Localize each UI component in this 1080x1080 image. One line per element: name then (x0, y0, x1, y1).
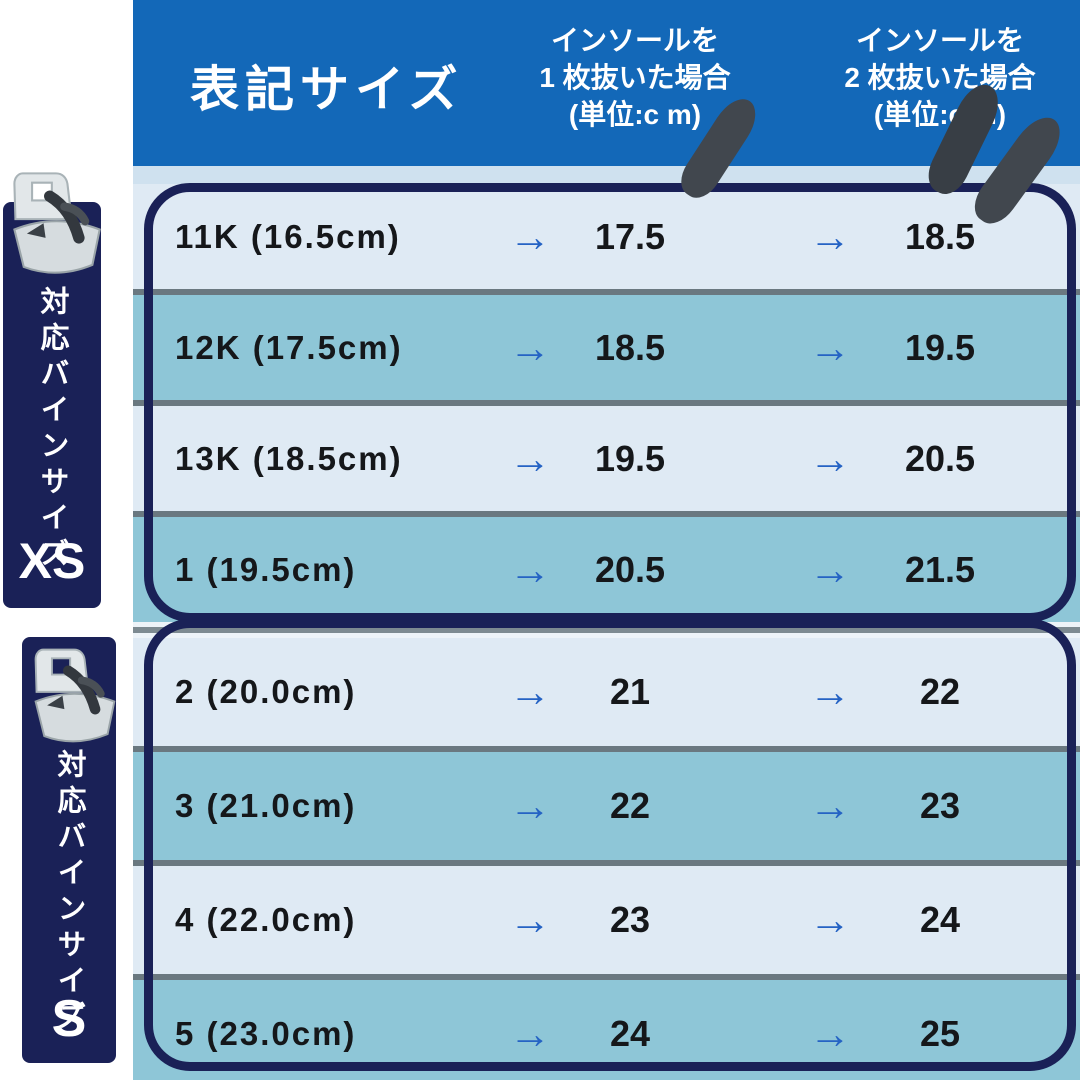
table-row: 5 (23.0cm) → 24 → 25 (133, 974, 1080, 1080)
one-insole-value: 20.5 (594, 548, 666, 590)
two-insole-value: 22 (919, 671, 961, 712)
arrow-icon: → (509, 434, 551, 482)
binding-size-value-s: S (51, 990, 87, 1048)
two-insole-value: 25 (919, 1013, 961, 1054)
one-insole-value: 21 (609, 671, 651, 712)
one-insole-value: 19.5 (594, 437, 666, 479)
size-label: 13K (18.5cm) (175, 439, 403, 477)
arrow-icon: → (809, 212, 851, 260)
table-header: 表記サイズ インソールを 1 枚抜いた場合 (単位:c m) インソールを 2 … (133, 0, 1080, 166)
table-row: 3 (21.0cm) → 22 → 23 (133, 746, 1080, 860)
arrow-icon: → (809, 323, 851, 371)
size-label: 3 (21.0cm) (175, 787, 357, 824)
size-label: 1 (19.5cm) (175, 550, 357, 588)
group-divider-line (133, 627, 1080, 633)
binding-size-vertical-label: 対応バインサイズ (36, 286, 68, 574)
table-row: 1 (19.5cm) → 20.5 → 21.5 (133, 511, 1080, 622)
snowboard-binding-photo-xs (13, 172, 101, 274)
one-insole-value: 22 (609, 785, 651, 826)
arrow-icon: → (509, 1010, 551, 1057)
arrow-icon: → (809, 668, 851, 715)
one-insole-value: 24 (609, 1013, 651, 1054)
column-header-two-insoles: インソールを 2 枚抜いた場合 (単位:c m) (790, 22, 1080, 133)
column-header-line: (単位:c m) (568, 99, 702, 130)
snowboard-binding-photo-s (34, 648, 116, 743)
page-title: 表記サイズ (190, 63, 464, 117)
one-insole-value: 17.5 (594, 215, 666, 257)
table-row: 4 (22.0cm) → 23 → 24 (133, 860, 1080, 974)
two-insole-value: 23 (919, 785, 961, 826)
main-panel: 表記サイズ インソールを 1 枚抜いた場合 (単位:c m) インソールを 2 … (133, 0, 1080, 1080)
arrow-icon: → (809, 545, 851, 593)
arrow-icon: → (809, 1010, 851, 1057)
arrow-icon: → (509, 896, 551, 943)
binding-size-value-xs: XS (18, 533, 86, 589)
size-label: 11K (16.5cm) (175, 217, 401, 255)
binding-size-vertical-label: 対応バインサイズ (53, 749, 85, 1037)
size-group-xs: 11K (16.5cm) → 17.5 → 18.5 12K (17.5cm) … (133, 184, 1080, 622)
table-row: 11K (16.5cm) → 17.5 → 18.5 (133, 184, 1080, 289)
arrow-icon: → (509, 668, 551, 715)
size-label: 4 (22.0cm) (175, 901, 357, 938)
one-insole-value: 18.5 (594, 326, 666, 368)
header-bottom-strip (133, 166, 1080, 184)
column-header-line: インソールを (550, 25, 719, 56)
two-insole-value: 18.5 (904, 215, 976, 257)
arrow-icon: → (509, 782, 551, 829)
column-header-one-insole: インソールを 1 枚抜いた場合 (単位:c m) (485, 22, 785, 133)
column-header-line: 1 枚抜いた場合 (539, 62, 731, 93)
two-insole-value: 20.5 (904, 437, 976, 479)
table-row: 12K (17.5cm) → 18.5 → 19.5 (133, 289, 1080, 400)
size-label: 12K (17.5cm) (175, 328, 403, 366)
sidebar: 対応バインサイズ XS 対応バインサイズ S (0, 0, 133, 1080)
two-insole-value: 19.5 (904, 326, 976, 368)
size-table: 11K (16.5cm) → 17.5 → 18.5 12K (17.5cm) … (133, 184, 1080, 1080)
arrow-icon: → (809, 782, 851, 829)
column-header-line: 2 枚抜いた場合 (844, 62, 1036, 93)
column-header-line: インソールを (855, 25, 1024, 56)
two-insole-value: 21.5 (904, 548, 976, 590)
arrow-icon: → (809, 896, 851, 943)
table-row: 13K (18.5cm) → 19.5 → 20.5 (133, 400, 1080, 511)
size-label: 5 (23.0cm) (175, 1015, 357, 1052)
one-insole-value: 23 (609, 899, 651, 940)
size-label: 2 (20.0cm) (175, 673, 357, 710)
arrow-icon: → (809, 434, 851, 482)
two-insole-value: 24 (919, 899, 961, 940)
table-row: 2 (20.0cm) → 21 → 22 (133, 638, 1080, 746)
group-divider (133, 622, 1080, 638)
size-group-s: 2 (20.0cm) → 21 → 22 3 (21.0cm) → 22 → 2… (133, 638, 1080, 1080)
arrow-icon: → (509, 323, 551, 371)
arrow-icon: → (509, 212, 551, 260)
arrow-icon: → (509, 545, 551, 593)
